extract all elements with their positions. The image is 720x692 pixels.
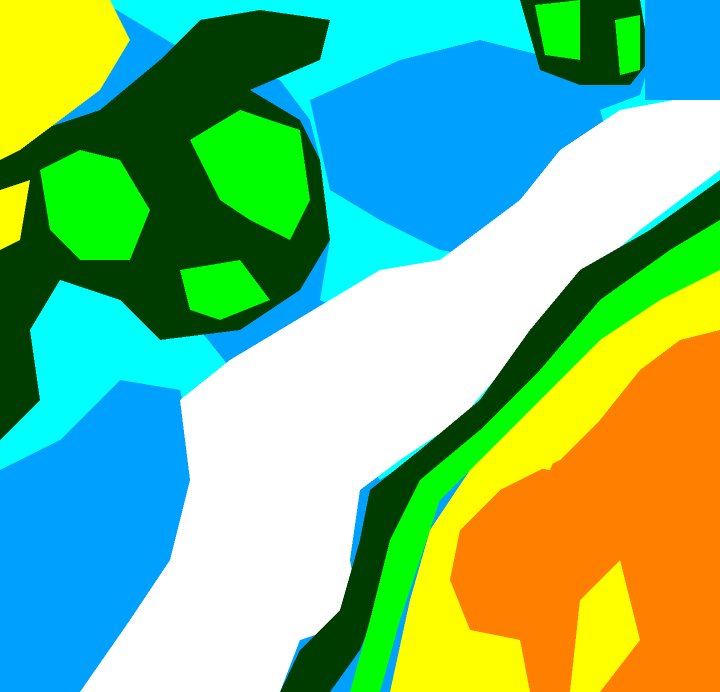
class-cyan-left [0,260,240,470]
class-white-band [80,95,720,692]
class-yellow-patches [520,440,640,692]
class-orange-land [450,330,720,692]
class-green-top-left [40,110,310,320]
class-blue-top-right [645,0,720,100]
class-yellow-top-left [0,0,130,250]
class-green-coast [350,220,720,692]
class-green-top-mid [535,0,640,75]
